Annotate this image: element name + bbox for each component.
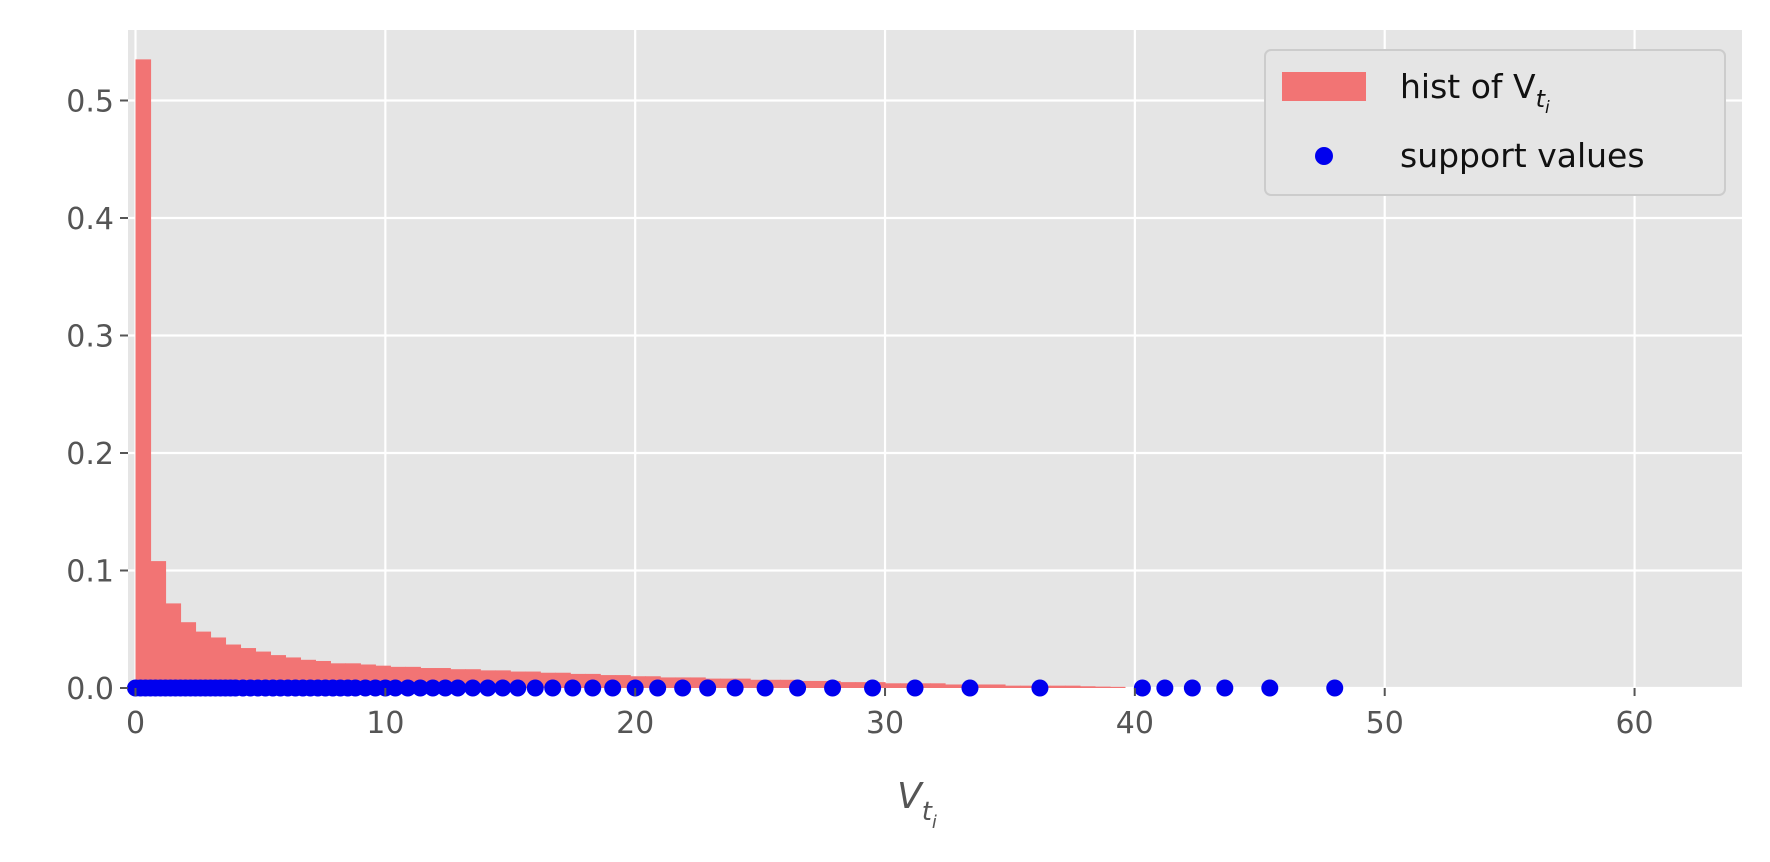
x-tick-label: 60	[1615, 706, 1653, 741]
y-tick-label: 0.3	[66, 320, 114, 355]
x-axis-title-subsub: i	[932, 812, 937, 833]
support-value-point	[464, 679, 482, 697]
y-axis-ticks: 0.0 0.1 0.2 0.3 0.4 0.5	[66, 85, 128, 707]
histogram-bar	[690, 677, 706, 688]
legend: hist of Vti support values	[1264, 49, 1726, 196]
legend-box	[1264, 49, 1726, 196]
support-value-point	[1261, 679, 1279, 697]
support-value-point	[544, 679, 562, 697]
support-value-point	[756, 679, 774, 697]
histogram-bar	[1079, 686, 1096, 688]
x-tick-label: 0	[126, 706, 145, 741]
legend-swatch-histogram	[1282, 72, 1366, 101]
support-value-point	[1133, 679, 1151, 697]
support-value-point	[449, 679, 467, 697]
support-value-point	[824, 679, 842, 697]
x-tick-label: 50	[1366, 706, 1404, 741]
histogram-bar	[885, 683, 901, 688]
support-value-point	[424, 679, 442, 697]
x-tick-label: 40	[1116, 706, 1154, 741]
y-tick-label: 0.4	[66, 202, 114, 237]
histogram-bar	[930, 683, 946, 688]
x-axis-ticks: 0 10 20 30 40 50 60	[126, 688, 1654, 741]
histogram-bar	[195, 631, 212, 688]
support-value-point	[584, 679, 602, 697]
y-tick-label: 0.0	[66, 672, 114, 707]
histogram-bar	[240, 648, 257, 688]
support-value-point	[906, 679, 924, 697]
x-axis-title-main: V	[897, 776, 924, 817]
histogram-bar	[210, 637, 227, 688]
support-value-point	[699, 679, 717, 697]
support-value-point	[509, 679, 527, 697]
histogram-bar	[780, 679, 796, 688]
histogram-bar	[180, 622, 197, 688]
support-value-point	[1216, 679, 1234, 697]
support-value-point	[604, 679, 622, 697]
support-value-point	[1156, 679, 1174, 697]
legend-label-histogram: hist of Vti	[1400, 67, 1550, 118]
support-value-point	[789, 679, 807, 697]
support-value-points	[126, 679, 1344, 697]
support-value-point	[864, 679, 882, 697]
histogram-bar	[1109, 686, 1126, 688]
histogram-bar	[1004, 685, 1021, 688]
histogram-bar	[989, 684, 1006, 688]
support-value-point	[726, 679, 744, 697]
x-tick-label: 20	[616, 706, 654, 741]
x-tick-label: 30	[866, 706, 904, 741]
histogram-bar	[150, 561, 167, 688]
histogram-bar	[1049, 685, 1066, 688]
histogram-bar	[735, 678, 751, 688]
legend-label-histogram-subsub: i	[1545, 98, 1550, 118]
histogram-bar	[660, 677, 676, 688]
y-tick-label: 0.2	[66, 437, 114, 472]
support-value-point	[1183, 679, 1201, 697]
histogram-bar	[1064, 685, 1081, 688]
support-value-point	[494, 679, 512, 697]
x-axis-title-sub: t	[922, 797, 933, 827]
x-axis-title: Vti	[897, 776, 937, 833]
support-value-point	[526, 679, 544, 697]
support-value-point	[1326, 679, 1344, 697]
histogram-bar	[855, 682, 871, 688]
histogram-bar	[255, 651, 272, 688]
support-value-point	[386, 679, 404, 697]
histogram-bar	[1094, 686, 1111, 688]
support-value-point	[961, 679, 979, 697]
histogram-bar	[165, 603, 182, 688]
histogram-bar	[720, 678, 736, 688]
histogram-bar	[135, 59, 152, 688]
support-value-point	[674, 679, 692, 697]
y-tick-label: 0.1	[66, 555, 114, 590]
histogram-bar	[1019, 685, 1036, 688]
x-tick-label: 10	[366, 706, 404, 741]
support-value-point	[399, 679, 417, 697]
legend-marker-support-values	[1315, 147, 1333, 165]
histogram-bar	[765, 679, 781, 688]
histogram-bar	[225, 644, 242, 688]
support-value-point	[479, 679, 497, 697]
support-value-point	[411, 679, 429, 697]
support-value-point	[1031, 679, 1049, 697]
histogram-bar	[840, 682, 856, 688]
support-value-point	[436, 679, 454, 697]
legend-label-histogram-main: hist of V	[1400, 67, 1536, 106]
support-value-point	[564, 679, 582, 697]
legend-label-support-values: support values	[1400, 136, 1645, 175]
histogram-bar	[944, 684, 961, 688]
support-value-point	[649, 679, 667, 697]
legend-label-histogram-sub: t	[1536, 85, 1547, 113]
histogram-bar	[810, 680, 826, 688]
y-tick-label: 0.5	[66, 85, 114, 120]
histogram-bar	[974, 684, 991, 688]
